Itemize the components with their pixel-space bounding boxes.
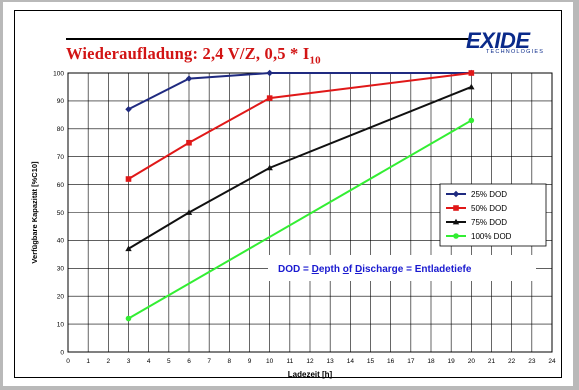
dod-note-part: D xyxy=(355,264,362,275)
x-tick-label: 17 xyxy=(407,358,415,365)
data-point xyxy=(125,176,132,182)
x-tick-label: 4 xyxy=(147,358,151,365)
title-main: Wiederaufladung: 2,4 V/Z, 0,5 * I xyxy=(66,44,310,63)
dod-note-part: ischarge = Entladetiefe xyxy=(362,264,472,275)
dod-note-part: o xyxy=(343,264,349,275)
legend-marker xyxy=(452,218,460,225)
series-line-1 xyxy=(128,72,472,111)
dod-note-part: D xyxy=(312,264,319,275)
y-tick-label: 60 xyxy=(57,182,65,189)
legend-entry: 25% DOD xyxy=(471,190,507,199)
dod-note: DOD = Depth of Discharge = Entladetiefe xyxy=(278,264,472,275)
data-point xyxy=(186,139,192,146)
title-subscript: 10 xyxy=(309,54,321,67)
legend-marker xyxy=(452,190,460,198)
y-tick-label: 40 xyxy=(57,238,65,245)
y-tick-label: 30 xyxy=(57,266,65,273)
y-tick-label: 10 xyxy=(57,321,65,328)
y-tick-label: 90 xyxy=(57,98,65,105)
x-tick-label: 2 xyxy=(107,358,111,365)
x-tick-label: 12 xyxy=(306,358,314,365)
data-point xyxy=(125,245,132,252)
data-point xyxy=(468,70,475,76)
legend-marker xyxy=(453,205,459,211)
legend-entry: 50% DOD xyxy=(471,204,507,213)
x-tick-label: 8 xyxy=(228,358,232,365)
x-tick-label: 3 xyxy=(127,358,131,365)
data-point xyxy=(125,106,132,113)
x-tick-label: 6 xyxy=(187,358,191,365)
x-tick-label: 16 xyxy=(387,358,395,365)
data-point xyxy=(125,315,132,322)
dod-note-background xyxy=(268,255,536,281)
data-point xyxy=(185,75,193,82)
dod-note-part: f xyxy=(349,264,355,275)
x-tick-label: 10 xyxy=(266,358,274,365)
y-tick-label: 80 xyxy=(57,126,65,133)
x-tick-label: 7 xyxy=(207,358,211,365)
x-tick-label: 9 xyxy=(248,358,252,365)
x-tick-label: 22 xyxy=(508,358,516,365)
y-tick-label: 0 xyxy=(60,349,64,356)
series-line-4 xyxy=(127,119,472,320)
x-tick-label: 11 xyxy=(286,358,293,365)
data-point xyxy=(185,209,193,215)
data-point xyxy=(266,95,273,101)
y-tick-label: 100 xyxy=(53,70,64,77)
x-tick-label: 19 xyxy=(448,358,456,365)
logo-subtext: TECHNOLOGIES xyxy=(486,49,545,55)
chart-title: Wiederaufladung: 2,4 V/Z, 0,5 * I10 xyxy=(66,44,321,66)
series-line-2 xyxy=(127,72,472,180)
series-line-3 xyxy=(127,86,472,250)
dod-note-part: DOD = xyxy=(278,264,312,275)
x-tick-label: 14 xyxy=(347,358,355,365)
x-tick-label: 21 xyxy=(488,358,496,365)
x-tick-label: 23 xyxy=(528,358,536,365)
dod-note-part: epth xyxy=(319,264,343,275)
data-point xyxy=(266,164,273,171)
x-tick-label: 13 xyxy=(327,358,335,365)
x-tick-label: 5 xyxy=(167,358,171,365)
y-tick-label: 70 xyxy=(57,154,65,161)
exide-logo: EXIDE TECHNOLOGIES xyxy=(466,28,546,56)
y-axis-label: Verfügbare Kapazität [%C10] xyxy=(30,161,39,264)
y-tick-label: 50 xyxy=(57,210,65,217)
legend-entry: 100% DOD xyxy=(471,232,512,241)
data-point xyxy=(468,117,475,124)
logo-text: EXIDE xyxy=(466,28,530,53)
x-tick-label: 1 xyxy=(86,358,90,365)
data-point xyxy=(468,83,475,90)
legend-marker xyxy=(453,233,459,239)
x-tick-label: 15 xyxy=(367,358,375,365)
data-point xyxy=(266,69,273,77)
legend-entry: 75% DOD xyxy=(471,218,507,227)
y-tick-label: 20 xyxy=(57,294,65,301)
x-axis-label: Ladezeit [h] xyxy=(288,370,333,379)
x-tick-label: 24 xyxy=(548,358,556,365)
x-tick-label: 20 xyxy=(468,358,476,365)
x-tick-label: 18 xyxy=(427,358,435,365)
title-rule xyxy=(66,38,470,40)
x-tick-label: 0 xyxy=(66,358,70,365)
